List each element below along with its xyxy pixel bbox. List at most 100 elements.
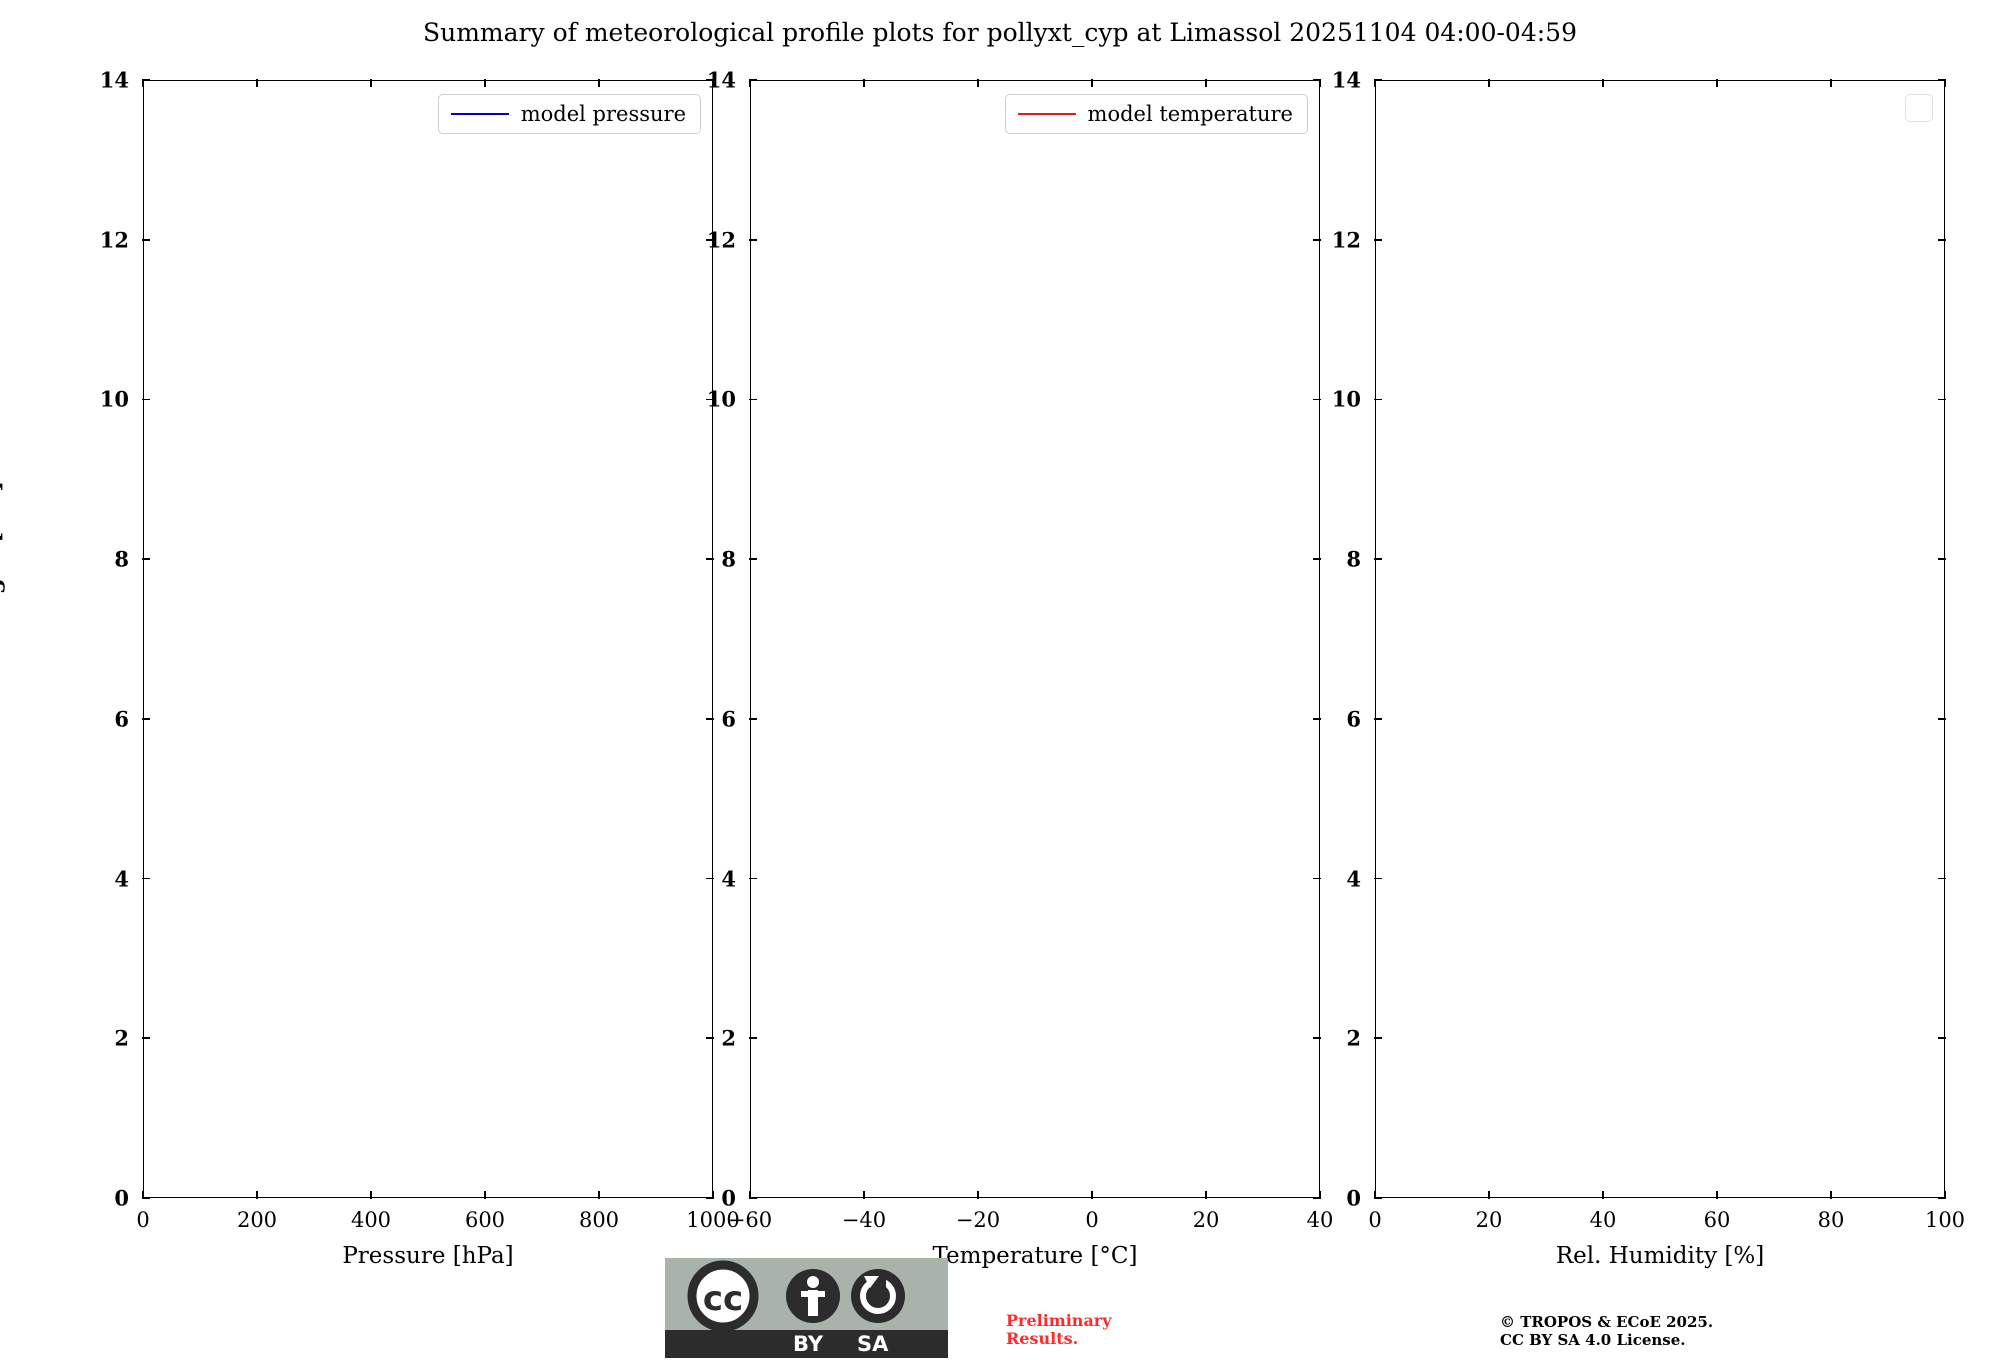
x-tick-mark: [1091, 1191, 1093, 1199]
y-tick-mark: [1374, 877, 1382, 880]
axes-frame: [143, 80, 713, 1198]
cc-badge-glyphs: cc: [687, 1260, 905, 1332]
panel-pressure: 0 200 400 600 800 1000 0 2 4 6 8 10 12 14 Pressure [hP…: [100, 68, 740, 1270]
y-tick-mark: [1938, 877, 1946, 880]
y-tick-label: 12: [99, 227, 129, 253]
y-tick-label: 2: [1346, 1025, 1361, 1051]
copyright-line-2: CC BY SA 4.0 License.: [1500, 1331, 1686, 1349]
x-tick-mark: [1374, 79, 1376, 87]
y-tick-label: 14: [706, 67, 736, 93]
x-tick-label: −60: [727, 1208, 773, 1232]
y-tick-mark: [1938, 398, 1946, 401]
x-tick-label: −40: [841, 1208, 887, 1232]
legend-line-swatch: [450, 113, 509, 115]
x-tick-mark: [977, 1191, 979, 1199]
y-tick-mark: [706, 79, 714, 81]
y-tick-label: 10: [1331, 386, 1361, 412]
axes-frame: [750, 80, 1320, 1198]
y-tick-label: 8: [114, 546, 129, 572]
x-tick-mark: [863, 79, 865, 87]
y-tick-mark: [1313, 877, 1321, 880]
y-tick-mark: [749, 877, 757, 880]
x-tick-mark: [1205, 1191, 1207, 1199]
y-tick-label: 6: [721, 706, 736, 732]
y-tick-mark: [749, 79, 757, 81]
y-tick-label: 8: [1346, 546, 1361, 572]
x-tick-mark: [977, 79, 979, 87]
x-tick-mark: [1091, 79, 1093, 87]
x-tick-mark: [1716, 1191, 1718, 1199]
y-tick-mark: [1938, 238, 1946, 241]
cc-by-label: BY: [793, 1332, 824, 1356]
y-tick-mark: [1313, 238, 1321, 241]
y-tick-mark: [1938, 718, 1946, 720]
y-tick-mark: [1374, 1037, 1382, 1040]
y-tick-mark: [142, 79, 150, 81]
x-tick-label: 80: [1817, 1208, 1845, 1232]
x-tick-mark: [256, 1191, 258, 1199]
x-tick-mark: [749, 79, 751, 87]
y-tick-mark: [749, 1197, 757, 1199]
x-tick-mark: [1488, 1191, 1490, 1199]
x-tick-mark: [598, 1191, 600, 1199]
legend-temperature[interactable]: model temperature: [1004, 94, 1308, 134]
y-tick-mark: [142, 877, 150, 880]
x-tick-label: 200: [236, 1208, 278, 1232]
x-axis-title-pressure: Pressure [hPa]: [342, 1243, 514, 1269]
x-tick-mark: [1944, 1191, 1946, 1199]
y-tick-label: 10: [99, 386, 129, 412]
x-tick-label: 60: [1703, 1208, 1731, 1232]
axes-frame: [1375, 80, 1945, 1198]
legend-label: model pressure: [520, 102, 686, 126]
x-tick-mark: [370, 1191, 372, 1199]
x-tick-label: 40: [1306, 1208, 1334, 1232]
x-tick-label: 40: [1589, 1208, 1617, 1232]
copyright-note: © TROPOS & ECoE 2025. CC BY SA 4.0 Licen…: [1500, 1313, 1713, 1349]
x-tick-mark: [1830, 1191, 1832, 1199]
y-tick-label: 4: [114, 866, 129, 892]
x-tick-mark: [142, 79, 144, 87]
x-tick-mark: [1319, 79, 1321, 87]
preliminary-line-1: Preliminary: [1006, 1311, 1112, 1330]
x-tick-mark: [712, 79, 714, 87]
y-tick-mark: [1313, 1197, 1321, 1199]
x-tick-mark: [1830, 79, 1832, 87]
y-tick-mark: [706, 877, 714, 880]
y-tick-label: 12: [1331, 227, 1361, 253]
x-tick-label: −20: [955, 1208, 1001, 1232]
y-tick-mark: [706, 1037, 714, 1040]
x-tick-mark: [1602, 79, 1604, 87]
x-tick-mark: [749, 1191, 751, 1199]
y-tick-mark: [1938, 558, 1946, 560]
y-axis-title: Height [km]: [0, 480, 6, 640]
y-tick-mark: [142, 718, 150, 720]
x-tick-mark: [598, 79, 600, 87]
legend-relative-humidity-empty[interactable]: [1905, 94, 1933, 122]
y-tick-label: 4: [721, 866, 736, 892]
x-tick-mark: [142, 1191, 144, 1199]
x-tick-label: 0: [1085, 1208, 1099, 1232]
y-tick-mark: [706, 558, 714, 560]
y-tick-mark: [1374, 238, 1382, 241]
x-tick-mark: [1716, 79, 1718, 87]
cc-license-badge: cc BY SA: [665, 1258, 948, 1358]
y-tick-mark: [749, 398, 757, 401]
x-tick-mark: [1374, 1191, 1376, 1199]
x-axis-title-relative-humidity: Rel. Humidity [%]: [1555, 1243, 1765, 1269]
y-tick-mark: [142, 1037, 150, 1040]
y-tick-label: 8: [721, 546, 736, 572]
x-tick-mark: [1205, 79, 1207, 87]
y-tick-label: 4: [1346, 866, 1361, 892]
x-tick-label: 400: [350, 1208, 392, 1232]
x-tick-label: 20: [1475, 1208, 1503, 1232]
legend-pressure[interactable]: model pressure: [437, 94, 701, 134]
y-tick-mark: [1938, 1037, 1946, 1040]
x-tick-mark: [1319, 1191, 1321, 1199]
y-tick-mark: [142, 398, 150, 401]
x-tick-label: 1000: [686, 1208, 740, 1232]
legend-line-swatch: [1017, 113, 1076, 115]
y-tick-label: 12: [706, 227, 736, 253]
svg-text:cc: cc: [703, 1279, 743, 1319]
y-tick-mark: [1374, 1197, 1382, 1199]
x-axis-title-temperature: Temperature [°C]: [932, 1243, 1138, 1269]
